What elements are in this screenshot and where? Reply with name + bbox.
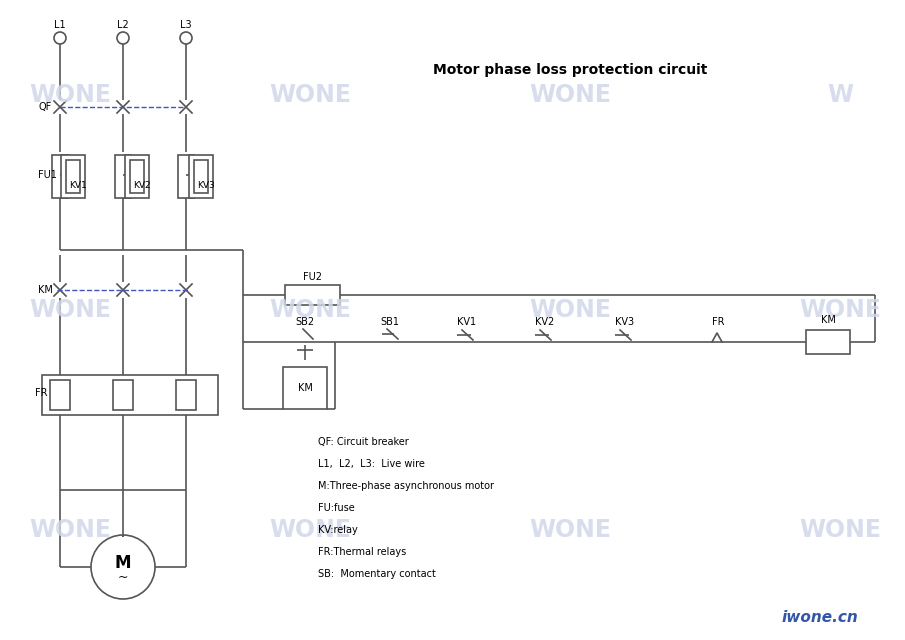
Text: FR: FR (711, 317, 724, 327)
Text: QF: QF (38, 102, 52, 112)
Text: KM: KM (821, 315, 835, 325)
Bar (61, 155, 85, 198)
Circle shape (180, 32, 192, 44)
Text: KV1: KV1 (69, 180, 87, 189)
Text: M:Three-phase asynchronous motor: M:Three-phase asynchronous motor (318, 481, 494, 491)
Text: FU1: FU1 (38, 170, 57, 180)
Bar (50, 380, 70, 410)
Bar (113, 380, 133, 410)
Text: FR: FR (35, 388, 47, 398)
Text: KM: KM (298, 383, 312, 393)
Text: L1: L1 (54, 20, 66, 30)
Text: WONE: WONE (29, 83, 111, 107)
Text: SB2: SB2 (295, 317, 315, 327)
Text: W: W (827, 83, 853, 107)
Text: L3: L3 (180, 20, 192, 30)
Text: iwone.cn: iwone.cn (782, 611, 858, 625)
Text: KV1: KV1 (457, 317, 477, 327)
Bar (189, 155, 213, 198)
Text: WONE: WONE (269, 518, 351, 542)
Text: KV:relay: KV:relay (318, 525, 357, 535)
Bar (176, 380, 196, 410)
Bar (283, 367, 327, 409)
Text: M: M (115, 554, 131, 572)
Text: QF: Circuit breaker: QF: Circuit breaker (318, 437, 409, 447)
Text: KV2: KV2 (133, 180, 151, 189)
Bar (806, 330, 850, 354)
Circle shape (91, 535, 155, 599)
Circle shape (54, 32, 66, 44)
Text: KV2: KV2 (536, 317, 555, 327)
Bar (66, 160, 80, 193)
Text: KV3: KV3 (197, 180, 214, 189)
Text: WONE: WONE (29, 518, 111, 542)
Text: SB:  Momentary contact: SB: Momentary contact (318, 569, 436, 579)
Text: WONE: WONE (529, 518, 611, 542)
Text: FR:Thermal relays: FR:Thermal relays (318, 547, 406, 557)
Text: FU2: FU2 (302, 272, 321, 282)
Bar (125, 155, 149, 198)
Text: WONE: WONE (529, 298, 611, 322)
Bar (285, 285, 340, 305)
Bar (178, 155, 194, 198)
Text: WONE: WONE (799, 298, 881, 322)
Bar (194, 160, 208, 193)
Text: WONE: WONE (29, 298, 111, 322)
Bar (115, 155, 131, 198)
Bar (130, 160, 144, 193)
Text: WONE: WONE (529, 83, 611, 107)
Text: WONE: WONE (269, 83, 351, 107)
Text: FU:fuse: FU:fuse (318, 503, 355, 513)
Text: KM: KM (38, 285, 52, 295)
Text: WONE: WONE (269, 298, 351, 322)
Text: KV3: KV3 (615, 317, 634, 327)
Text: L1,  L2,  L3:  Live wire: L1, L2, L3: Live wire (318, 459, 424, 469)
Circle shape (117, 32, 129, 44)
Text: ~: ~ (118, 570, 129, 584)
Text: SB1: SB1 (380, 317, 399, 327)
Bar (52, 155, 68, 198)
Text: WONE: WONE (799, 518, 881, 542)
Bar (42, 375, 218, 415)
Text: Motor phase loss protection circuit: Motor phase loss protection circuit (433, 63, 707, 77)
Text: L2: L2 (117, 20, 129, 30)
